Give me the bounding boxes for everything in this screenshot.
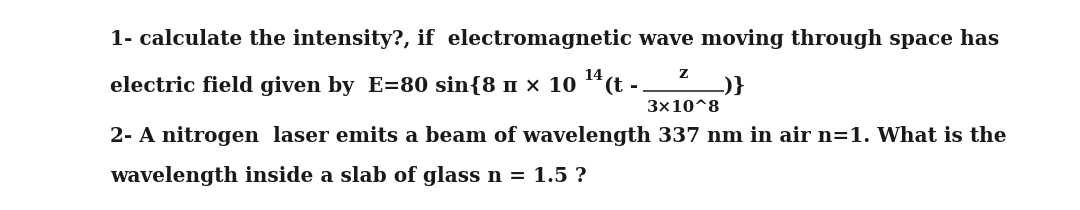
- Text: 2- A nitrogen  laser emits a beam of wavelength 337 nm in air n=1. What is the: 2- A nitrogen laser emits a beam of wave…: [110, 126, 1007, 146]
- Text: electric field given by  E=80 sin{8 π × 10: electric field given by E=80 sin{8 π × 1…: [110, 76, 583, 96]
- Text: (t -: (t -: [604, 76, 645, 96]
- Text: 14: 14: [583, 69, 604, 83]
- Text: z: z: [678, 65, 688, 82]
- Text: )}: )}: [724, 76, 746, 96]
- Text: 1- calculate the intensity?, if  electromagnetic wave moving through space has: 1- calculate the intensity?, if electrom…: [110, 29, 999, 49]
- Text: 3×10^8: 3×10^8: [647, 99, 720, 116]
- Text: wavelength inside a slab of glass n = 1.5 ?: wavelength inside a slab of glass n = 1.…: [110, 166, 586, 186]
- Text: 3×10^8: 3×10^8: [647, 99, 720, 116]
